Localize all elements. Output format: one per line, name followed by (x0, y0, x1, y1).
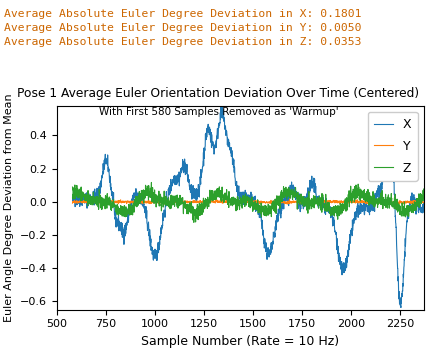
X (190, 191, 195, 195)
Z (387, 196, 392, 200)
Text: Average Absolute Euler Degree Deviation in Z: 0.0353: Average Absolute Euler Degree Deviation … (4, 37, 362, 47)
X (219, 102, 225, 107)
X (357, 208, 362, 213)
Z (70, 185, 75, 189)
Legend: X, Y, Z: X, Y, Z (368, 112, 418, 181)
Y (190, 200, 195, 204)
Z (299, 194, 305, 199)
Line: Z: Z (73, 182, 424, 222)
X (398, 306, 403, 310)
Y (387, 202, 392, 206)
Y (103, 197, 108, 202)
Text: With First 580 Samples Removed as 'Warmup': With First 580 Samples Removed as 'Warmu… (99, 107, 338, 117)
Y (357, 199, 362, 203)
Y (299, 201, 305, 205)
X (387, 122, 392, 126)
Z (149, 180, 154, 184)
X (412, 199, 417, 203)
Y (396, 202, 402, 206)
Line: Y: Y (73, 200, 424, 204)
Text: Average Absolute Euler Degree Deviation in Y: 0.0050: Average Absolute Euler Degree Deviation … (4, 23, 362, 33)
Line: X: X (73, 105, 424, 308)
Y (138, 200, 143, 205)
X (421, 200, 427, 205)
Y (70, 201, 75, 205)
Z (190, 218, 195, 222)
X (70, 196, 75, 200)
Z (137, 196, 142, 201)
Text: Average Absolute Euler Degree Deviation in X: 0.1801: Average Absolute Euler Degree Deviation … (4, 9, 362, 19)
X-axis label: Sample Number (Rate = 10 Hz): Sample Number (Rate = 10 Hz) (141, 335, 340, 348)
Z (412, 200, 417, 204)
X (299, 198, 305, 202)
X (137, 197, 142, 202)
Z (421, 187, 427, 191)
Y (412, 200, 417, 204)
Y (421, 201, 427, 205)
Z (357, 197, 362, 201)
Z (191, 220, 197, 225)
Y-axis label: Euler Angle Degree Deviation from Mean: Euler Angle Degree Deviation from Mean (4, 93, 14, 322)
Text: Pose 1 Average Euler Orientation Deviation Over Time (Centered): Pose 1 Average Euler Orientation Deviati… (17, 87, 420, 100)
